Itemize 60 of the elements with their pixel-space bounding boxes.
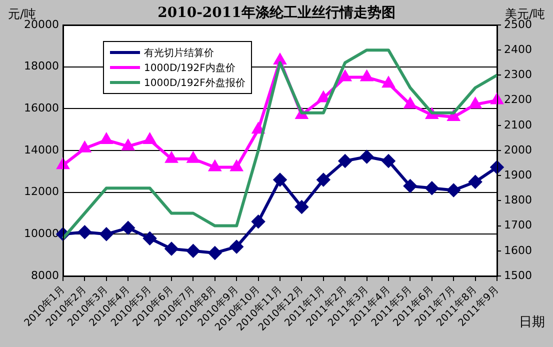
point <box>57 158 69 170</box>
point <box>468 175 482 188</box>
point <box>165 242 178 256</box>
point <box>404 180 417 193</box>
y2-tick-label: 2200 <box>504 93 532 106</box>
y-axis-title: 元/吨 <box>8 6 36 21</box>
point <box>382 77 394 88</box>
y-tick-label: 12000 <box>24 185 59 198</box>
y2-tick-label: 1800 <box>504 194 532 207</box>
y-tick-label: 14000 <box>24 143 59 156</box>
y2-tick-label: 1700 <box>504 218 532 232</box>
point <box>404 98 416 108</box>
point <box>339 70 351 82</box>
y-tick-label: 16000 <box>24 102 59 115</box>
point <box>252 123 264 134</box>
x-axis-title: 日期 <box>519 314 545 331</box>
point <box>208 246 222 260</box>
point <box>230 240 244 254</box>
y2-tick-label: 2100 <box>504 118 532 132</box>
chart-title: 2010-2011年涤纶工业丝行情走势图 <box>158 5 396 21</box>
point <box>78 142 91 152</box>
point <box>187 152 200 163</box>
y2-tick-label: 2000 <box>504 143 532 156</box>
y2-tick-label: 1500 <box>504 268 532 282</box>
point <box>166 152 178 163</box>
y2-tick-label: 2400 <box>504 42 532 56</box>
point <box>143 232 156 245</box>
y-tick-label: 10000 <box>24 227 59 240</box>
y2-tick-label: 1600 <box>504 244 532 257</box>
y2-axis-title: 美元/吨 <box>504 6 545 21</box>
point <box>230 160 242 172</box>
point <box>469 98 482 108</box>
point <box>491 94 503 104</box>
point <box>318 92 330 102</box>
point <box>144 134 156 144</box>
point <box>360 150 374 164</box>
point <box>100 228 113 241</box>
point <box>209 160 221 172</box>
point <box>382 154 395 168</box>
point <box>316 173 330 186</box>
point <box>274 173 286 186</box>
point <box>186 244 200 258</box>
point <box>338 154 352 168</box>
point <box>100 134 112 144</box>
point <box>122 140 134 150</box>
point <box>425 182 438 195</box>
point <box>78 226 92 239</box>
legend-label: 1000D/192F内盘价 <box>144 62 236 74</box>
point <box>360 70 373 82</box>
y2-tick-label: 1900 <box>504 168 532 182</box>
y2-tick-label: 2300 <box>504 68 532 82</box>
y-tick-label: 18000 <box>24 60 59 73</box>
legend-label: 1000D/192F外盘报价 <box>144 76 246 90</box>
point <box>252 215 265 228</box>
point <box>295 200 308 214</box>
point <box>490 160 504 174</box>
point <box>122 221 135 234</box>
legend-label: 有光切片结算价 <box>144 46 214 60</box>
point <box>447 184 460 197</box>
y-tick-label: 8000 <box>31 268 59 282</box>
